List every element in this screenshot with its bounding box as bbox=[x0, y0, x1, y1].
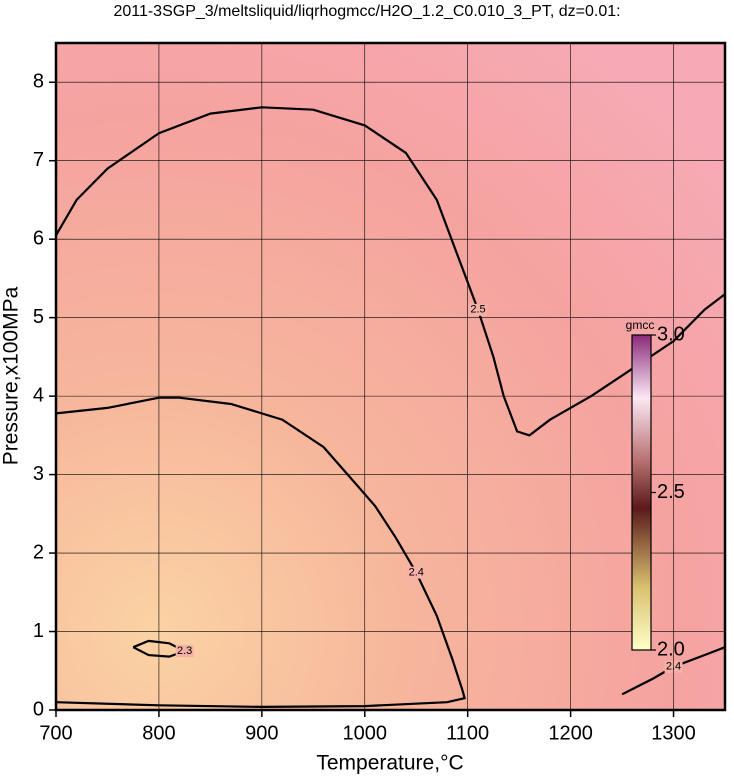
plot-frame bbox=[54, 41, 727, 712]
contour-label-bg bbox=[175, 645, 194, 658]
x-tick-label: 1300 bbox=[651, 722, 696, 744]
colorbar-tick-label: 2.5 bbox=[657, 481, 685, 503]
y-tick-label: 7 bbox=[33, 149, 44, 171]
y-tick-label: 6 bbox=[33, 227, 44, 249]
contour-label: 2.4 bbox=[409, 567, 424, 579]
y-tick-label: 3 bbox=[33, 463, 44, 485]
colorbar bbox=[631, 334, 652, 651]
contour-label-bg bbox=[407, 566, 426, 579]
y-tick-label: 1 bbox=[33, 620, 44, 642]
contour-label: 2.5 bbox=[470, 304, 485, 316]
y-tick-label: 4 bbox=[33, 384, 44, 406]
x-tick-label: 1100 bbox=[446, 722, 489, 744]
y-tick-label: 5 bbox=[33, 306, 44, 328]
plot-background bbox=[56, 43, 725, 710]
contour-label-bg bbox=[468, 303, 487, 316]
contour-line bbox=[55, 396, 466, 709]
colorbar-label: gmcc bbox=[626, 318, 655, 332]
x-tick-label: 1200 bbox=[548, 722, 593, 744]
x-tick-label: 700 bbox=[39, 722, 72, 744]
x-tick-label: 1000 bbox=[343, 722, 388, 744]
colorbar-tick-label: 2.0 bbox=[657, 638, 685, 660]
y-tick-label: 8 bbox=[33, 71, 44, 93]
contour-label: 2.3 bbox=[177, 645, 192, 657]
x-axis-label: Temperature,°C bbox=[316, 752, 463, 775]
x-tick-label: 900 bbox=[245, 722, 278, 744]
y-tick-label: 0 bbox=[33, 698, 44, 720]
y-tick-label: 2 bbox=[33, 541, 44, 563]
x-tick-label: 800 bbox=[142, 722, 175, 744]
colorbar-tick-label: 3.0 bbox=[657, 323, 685, 345]
chart-title: 2011-3SGP_3/meltsliquid/liqrhogmcc/H2O_1… bbox=[113, 3, 620, 20]
y-axis-label: Pressure,x100MPa bbox=[0, 286, 23, 465]
